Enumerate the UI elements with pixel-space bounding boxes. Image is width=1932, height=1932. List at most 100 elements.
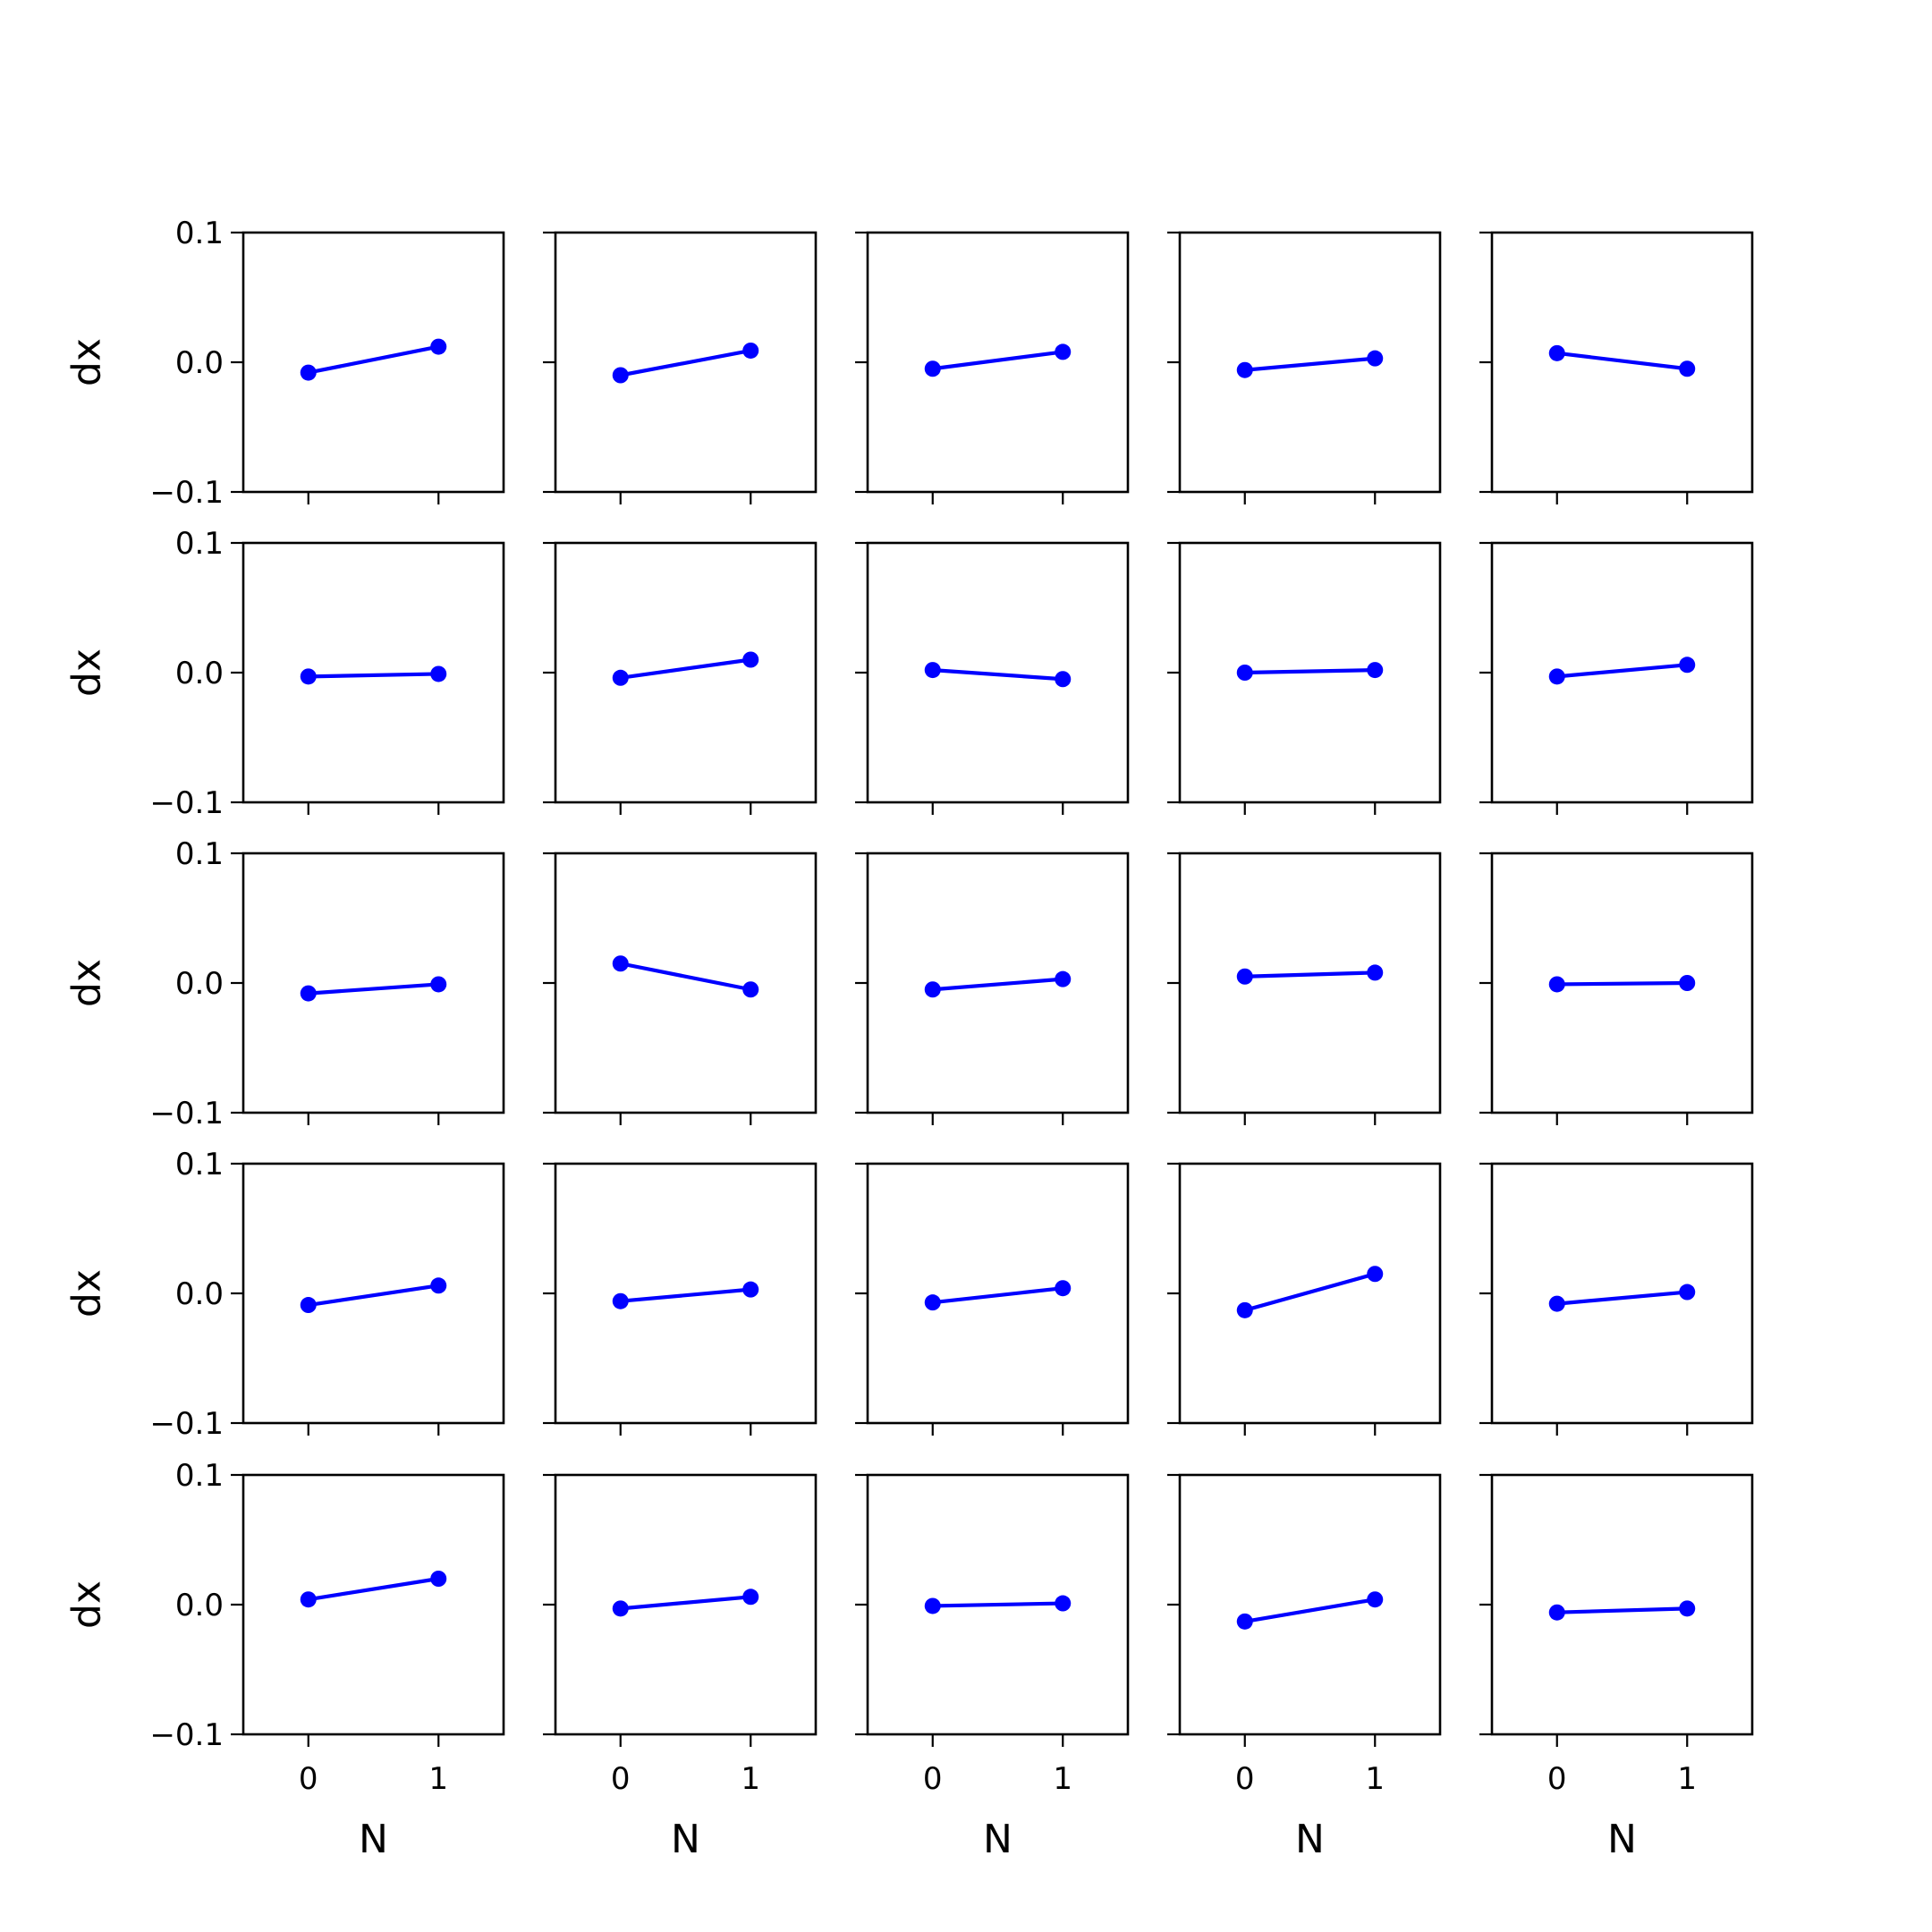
data-point-r3-c4-0 [1548,1295,1565,1312]
data-point-r2-c0-1 [430,976,447,993]
subplot-frame-r3-c0 [242,1162,505,1425]
subplot-frame-r1-c2 [866,541,1130,804]
data-point-r4-c3-0 [1236,1613,1253,1630]
data-point-r0-c2-1 [1055,343,1072,360]
series-line-r3-c2 [930,1286,1065,1305]
x-axis-label: N [1295,1817,1325,1862]
subplot-frame-r1-c4 [1490,541,1754,804]
data-point-r2-c3-0 [1236,968,1253,985]
series-line-r4-c3 [1242,1597,1377,1623]
y-axis-label: dx [64,1580,110,1629]
ytick-label: 0.1 [175,1458,224,1494]
series-line-r1-c0 [306,672,441,679]
data-point-r1-c2-0 [924,662,941,679]
ytick-label: 0.0 [175,345,224,381]
data-point-r1-c1-1 [742,651,759,668]
data-point-r4-c4-0 [1548,1604,1565,1621]
xtick-label: 0 [923,1761,943,1797]
data-point-r4-c2-0 [924,1597,941,1614]
subplot-frame-r4-c3 [1178,1473,1442,1736]
x-axis-label: N [671,1817,700,1862]
ytick-label: 0.1 [175,1147,224,1182]
data-point-r1-c2-1 [1055,671,1072,688]
data-point-r0-c4-0 [1548,344,1565,361]
series-line-r2-c1 [618,962,753,992]
series-line-r2-c0 [306,982,441,996]
ytick-label: −0.1 [149,1717,224,1753]
y-axis-label: dx [64,648,110,697]
data-point-r2-c1-0 [612,955,629,972]
series-line-r0-c4 [1555,351,1690,371]
series-line-r1-c1 [618,657,753,680]
subplot-frame-r0-c0 [242,231,505,494]
data-point-r2-c1-1 [742,981,759,998]
subplot-frame-r4-c0 [242,1473,505,1736]
series-line-r1-c4 [1555,663,1690,679]
ytick-label: 0.1 [175,836,224,872]
series-line-r0-c3 [1242,356,1377,372]
series-line-r2-c4 [1555,980,1690,987]
series-line-r3-c4 [1555,1290,1690,1306]
x-axis-label: N [983,1817,1013,1862]
data-point-r4-c4-1 [1679,1600,1696,1617]
data-point-r0-c2-0 [924,360,941,377]
subplot-frame-r0-c3 [1178,231,1442,494]
subplot-frame-r1-c1 [554,541,818,804]
xtick-label: 0 [611,1761,631,1797]
xtick-label: 0 [1547,1761,1567,1797]
data-point-r2-c2-1 [1055,970,1072,987]
data-point-r3-c4-1 [1679,1284,1696,1301]
xtick-label: 0 [299,1761,318,1797]
ytick-label: 0.0 [175,1276,224,1312]
x-axis-label: N [359,1817,388,1862]
subplot-frame-r2-c3 [1178,852,1442,1114]
data-point-r0-c4-1 [1679,360,1696,377]
series-line-r0-c1 [618,348,753,377]
ytick-label: −0.1 [149,475,224,511]
series-line-r1-c3 [1242,667,1377,675]
data-point-r0-c3-0 [1236,361,1253,378]
y-axis-label: dx [64,338,110,386]
data-point-r3-c3-0 [1236,1301,1253,1318]
data-point-r1-c3-1 [1367,662,1384,679]
data-point-r3-c3-1 [1367,1266,1384,1283]
data-point-r4-c0-1 [430,1571,447,1587]
ytick-label: 0.0 [175,966,224,1002]
xtick-label: 1 [1053,1761,1072,1797]
data-point-r3-c2-0 [924,1294,941,1311]
data-point-r3-c1-1 [742,1281,759,1298]
data-point-r1-c1-0 [612,669,629,686]
series-line-r2-c2 [930,977,1065,992]
data-point-r0-c0-0 [300,364,317,381]
subplot-frame-r2-c1 [554,852,818,1114]
subplot-frame-r3-c2 [866,1162,1130,1425]
series-line-r3-c1 [618,1287,753,1303]
data-point-r2-c4-1 [1679,975,1696,991]
ytick-label: 0.1 [175,216,224,251]
subplot-frame-r1-c0 [242,541,505,804]
x-axis-label: N [1607,1817,1637,1862]
data-point-r0-c1-0 [612,367,629,384]
y-axis-label: dx [64,959,110,1007]
data-point-r1-c0-1 [430,665,447,682]
data-point-r2-c4-0 [1548,976,1565,993]
xtick-label: 1 [741,1761,760,1797]
ytick-label: 0.0 [175,656,224,691]
data-point-r4-c1-0 [612,1600,629,1617]
data-point-r3-c0-1 [430,1277,447,1294]
data-point-r4-c0-0 [300,1591,317,1608]
y-axis-label: dx [64,1269,110,1318]
ytick-label: 0.1 [175,526,224,562]
xtick-label: 1 [1677,1761,1697,1797]
xtick-label: 1 [428,1761,448,1797]
series-line-r4-c0 [306,1576,441,1602]
subplot-frame-r4-c1 [554,1473,818,1736]
data-point-r3-c0-0 [300,1297,317,1314]
data-point-r0-c1-1 [742,342,759,359]
xtick-label: 1 [1365,1761,1385,1797]
series-line-r4-c2 [930,1601,1065,1608]
data-point-r1-c4-1 [1679,657,1696,674]
subplot-frame-r0-c2 [866,231,1130,494]
data-point-r1-c0-0 [300,668,317,685]
